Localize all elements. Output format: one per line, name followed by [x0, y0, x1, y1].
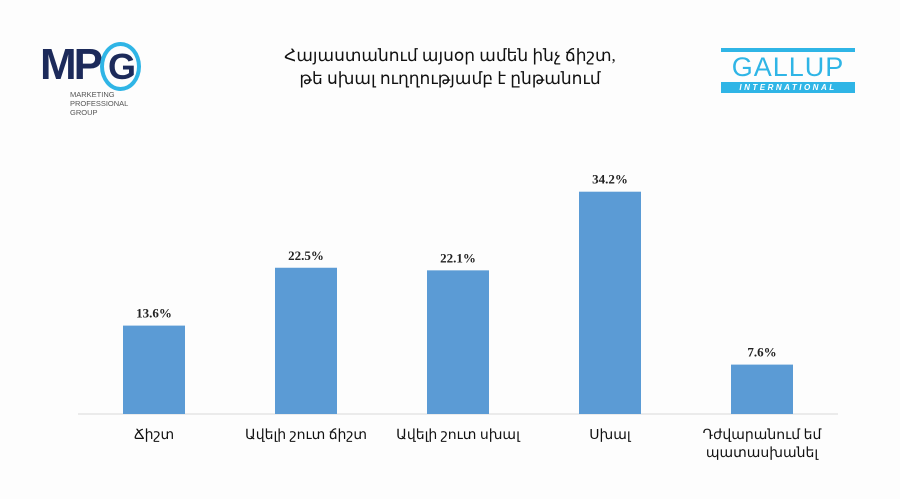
bar: [275, 267, 337, 414]
bar: [123, 325, 185, 414]
bar: [731, 364, 793, 414]
category-label: Ավելի շուտ ճիշտ: [244, 428, 367, 443]
category-label: Դժվարանում եմ պատասխանել: [702, 428, 822, 461]
mpg-logo-subtitle: MARKETING PROFESSIONAL GROUP: [70, 90, 128, 117]
data-label: 34.2%: [592, 172, 628, 187]
data-label: 22.5%: [288, 248, 324, 263]
category-label: Սխալ: [589, 428, 631, 443]
category-label: Ավելի շուտ սխալ: [396, 428, 520, 443]
bar: [579, 191, 641, 414]
chart-title: Հայաստանում այսօր ամեն ինչ ճիշտ, թե սխալ…: [230, 44, 670, 90]
category-label: Ճիշտ: [133, 428, 175, 443]
title-line-1: Հայաստանում այսօր ամեն ինչ ճիշտ,: [284, 46, 616, 65]
gallup-logo-word: GALLUP: [731, 52, 845, 82]
mpg-subtitle-line: PROFESSIONAL: [70, 99, 129, 108]
mpg-logo-letters: MP G: [40, 40, 142, 91]
gallup-logo-sub: INTERNATIONAL: [721, 82, 855, 93]
data-label: 7.6%: [747, 345, 776, 360]
mpg-logo: MP G MARKETING PROFESSIONAL GROUP: [40, 32, 190, 127]
gallup-logo-bar: [721, 48, 855, 52]
mpg-subtitle-line: MARKETING: [70, 90, 115, 99]
data-label: 13.6%: [136, 306, 172, 321]
bar: [427, 270, 489, 414]
gallup-logo: GALLUP INTERNATIONAL: [721, 48, 855, 94]
mpg-subtitle-line: GROUP: [70, 108, 98, 117]
title-line-2: թե սխալ ուղղությամբ է ընթանում: [299, 69, 601, 88]
data-label: 22.1%: [440, 250, 476, 265]
